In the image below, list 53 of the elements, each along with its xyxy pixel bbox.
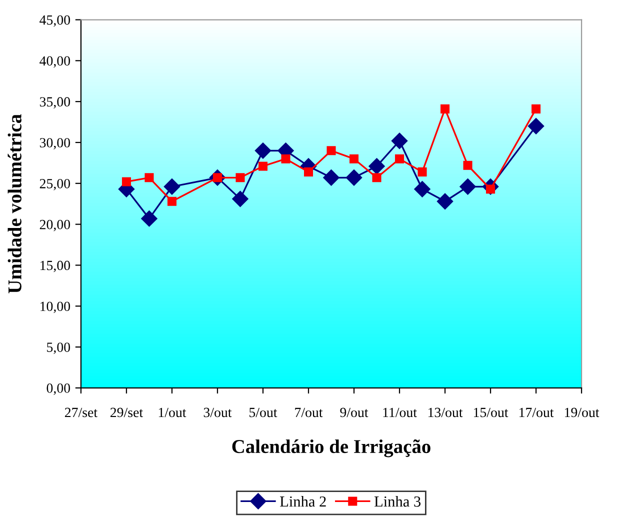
point — [460, 178, 476, 195]
point — [528, 118, 544, 134]
y-tick-label: 30,00 — [40, 138, 70, 150]
x-tick-label: 11/out — [383, 408, 417, 418]
point — [368, 158, 385, 174]
x-axis-title: Calendário de Irrigação — [232, 439, 430, 458]
point — [167, 196, 176, 206]
point — [254, 142, 272, 159]
x-tick-label: 7/out — [295, 408, 323, 418]
y-tick-label: 5,00 — [47, 342, 70, 354]
legend-label: Linha 3 — [374, 496, 421, 507]
point — [349, 154, 359, 164]
point — [418, 167, 427, 176]
x-tick-label: 17/out — [520, 408, 554, 418]
x-tick-label: 9/out — [340, 408, 368, 418]
y-tick-label: 20,00 — [40, 220, 70, 232]
point — [436, 193, 454, 210]
point — [323, 170, 340, 186]
y-tick-label: 10,00 — [40, 302, 70, 314]
legend-label: Linha 2 — [280, 496, 326, 507]
x-tick-label: 5/out — [250, 408, 278, 418]
point — [304, 167, 314, 176]
point — [346, 170, 362, 186]
x-tick-label: 1/out — [158, 408, 186, 418]
point — [281, 154, 290, 164]
x-tick-label: 15/out — [474, 408, 508, 418]
point — [141, 210, 158, 227]
point — [463, 160, 472, 170]
y-tick-label: 15,00 — [40, 260, 70, 272]
point — [144, 173, 154, 182]
y-tick-label: 35,00 — [40, 97, 70, 109]
point — [164, 178, 180, 195]
y-tick-label: 0,00 — [46, 384, 70, 395]
y-tick-label: 40,00 — [40, 56, 70, 68]
point — [440, 104, 450, 114]
point — [391, 132, 408, 149]
x-tick-label: 27/set — [64, 408, 98, 418]
x-tick-label: 3/out — [204, 408, 232, 418]
point — [414, 181, 430, 198]
x-tick-label: 19/out — [565, 408, 600, 418]
point — [372, 173, 382, 182]
point — [122, 177, 131, 186]
y-tick-label: 25,00 — [40, 178, 70, 190]
point — [258, 162, 268, 171]
point — [232, 190, 248, 207]
y-axis-title: Umidade volumétrica — [8, 114, 22, 294]
x-tick-label: 29/set — [110, 408, 143, 418]
x-tick-label: 13/out — [428, 408, 463, 418]
point — [326, 146, 336, 156]
point — [394, 154, 404, 164]
point — [532, 104, 541, 114]
y-tick-label: 45,00 — [40, 15, 70, 27]
point — [236, 173, 245, 182]
